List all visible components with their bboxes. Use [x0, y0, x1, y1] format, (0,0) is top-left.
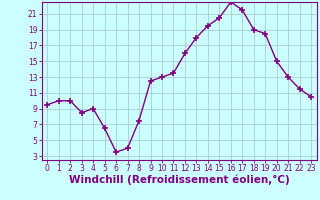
X-axis label: Windchill (Refroidissement éolien,°C): Windchill (Refroidissement éolien,°C): [69, 175, 290, 185]
